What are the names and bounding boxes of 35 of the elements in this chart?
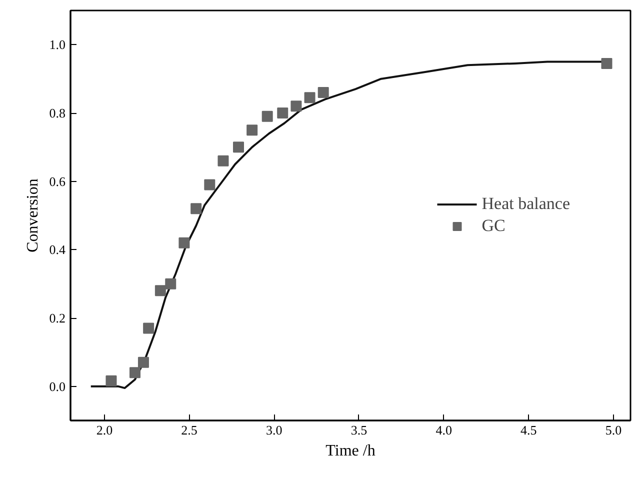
point — [601, 58, 612, 69]
point — [233, 142, 244, 153]
y-tick-label: 0.8 — [49, 106, 66, 120]
point — [204, 179, 216, 190]
y-tick-label: 0.0 — [49, 378, 66, 394]
y-tick-label: 0.4 — [49, 242, 66, 258]
point — [154, 285, 166, 296]
x-tick-label: 4.5 — [520, 422, 537, 438]
x-tick-label: 3.0 — [266, 422, 282, 438]
point — [138, 356, 149, 368]
point — [262, 110, 273, 122]
legend-label: Heat balance — [482, 194, 570, 214]
point — [190, 203, 202, 214]
point — [106, 375, 117, 386]
point — [277, 108, 288, 118]
x-tick-label: 3.5 — [350, 422, 368, 438]
point — [178, 237, 190, 248]
point — [218, 155, 229, 166]
x-tick-label: 4.0 — [436, 422, 452, 438]
y-tick-label: 1.0 — [49, 37, 66, 52]
x-axis-title: Time /h — [326, 442, 376, 460]
y-tick-label: 0.6 — [49, 174, 66, 189]
point — [318, 87, 329, 98]
legend-label: GC — [482, 216, 506, 236]
x-tick-label: 5.0 — [605, 422, 622, 438]
point — [129, 367, 140, 378]
point — [304, 92, 316, 104]
y-axis-title: Conversion — [24, 178, 42, 252]
y-tick-label: 0.2 — [49, 310, 66, 326]
point — [290, 100, 302, 112]
point — [143, 322, 154, 334]
point — [165, 278, 176, 290]
point — [246, 124, 258, 136]
x-tick-label: 2.5 — [181, 422, 198, 438]
x-tick-label: 2.0 — [96, 422, 113, 438]
